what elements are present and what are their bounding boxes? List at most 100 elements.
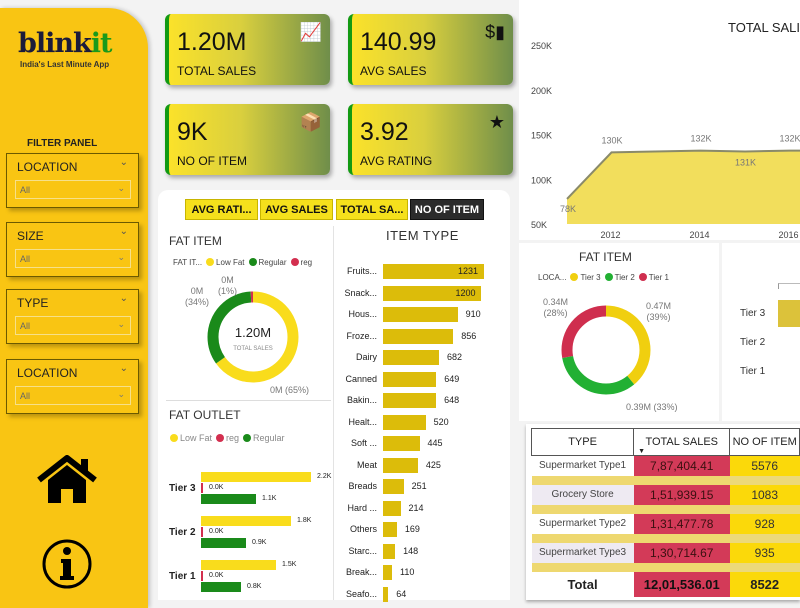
kpi-card-avg-sales: 140.99 AVG SALES $▮ (348, 14, 513, 85)
kpi-card-total-sales: 1.20M TOTAL SALES 📈 (165, 14, 330, 85)
outlet-bar-low-fat[interactable] (201, 472, 311, 482)
tier-label: Tier 1 (169, 571, 196, 582)
item-type-bar[interactable] (383, 307, 458, 322)
tier-label: Tier 3 (740, 308, 765, 319)
y-tick-label: 150K (531, 131, 552, 141)
outlet-bar-low-fat[interactable] (201, 516, 291, 526)
item-type-title: ITEM TYPE (386, 228, 459, 243)
home-icon[interactable] (36, 455, 98, 510)
item-type-label: Canned (319, 374, 377, 384)
item-type-label: Seafo... (319, 589, 377, 599)
tier-bar-panel (722, 243, 800, 421)
boxes-icon: 📦 (300, 112, 322, 133)
item-type-bar[interactable] (383, 458, 418, 473)
fat-item-title: FAT ITEM (169, 234, 222, 248)
cell-type: Grocery Store (532, 485, 634, 505)
item-type-value: 169 (405, 524, 420, 534)
item-type-bar[interactable] (383, 372, 436, 387)
outlet-bar-reg[interactable] (201, 483, 203, 493)
axis-line (778, 283, 800, 289)
item-type-bar[interactable] (383, 479, 404, 494)
column-header[interactable]: TYPE (532, 429, 634, 456)
tier-label: Tier 1 (740, 366, 765, 377)
item-type-bar[interactable] (383, 329, 453, 344)
column-header[interactable]: NO OF ITEM (730, 429, 800, 456)
x-tick-label: 2012 (601, 230, 621, 240)
outlet-bar-regular[interactable] (201, 538, 246, 548)
item-type-label: Hous... (319, 309, 377, 319)
slicer-label: TYPE (17, 296, 48, 310)
outlet-bar-reg[interactable] (201, 527, 203, 537)
cell-no-of-item: 5576 (730, 456, 800, 476)
item-type-value: 148 (403, 546, 418, 556)
slice-label-reg: 0M(1%) (218, 275, 237, 297)
kpi-card-avg-rating: 3.92 AVG RATING ★ (348, 104, 513, 175)
item-type-value: 910 (466, 309, 481, 319)
item-type-value: 110 (400, 567, 414, 577)
slicer-label: LOCATION (17, 160, 77, 174)
slicer-dropdown[interactable]: All⌄ (15, 386, 131, 405)
slicer-dropdown[interactable]: All⌄ (15, 316, 131, 335)
outlet-bar-regular[interactable] (201, 494, 256, 504)
y-tick-label: 50K (531, 220, 547, 230)
chevron-down-icon[interactable]: ⌄ (120, 363, 128, 374)
item-type-bar[interactable] (383, 436, 420, 451)
item-type-bar[interactable] (383, 350, 439, 365)
tier-label: Tier 2 (740, 337, 765, 348)
item-type-bar[interactable] (383, 565, 392, 580)
kpi-card-no-of-item: 9K NO OF ITEM 📦 (165, 104, 330, 175)
column-header[interactable]: TOTAL SALES▼ (634, 429, 730, 456)
item-type-label: Healt... (319, 417, 377, 427)
item-type-value: 520 (434, 417, 449, 427)
outlet-bar-regular[interactable] (201, 582, 241, 592)
slice-label-tier3: 0.47M(39%) (646, 301, 671, 323)
outlet-bar-value: 0.8K (247, 583, 261, 590)
chevron-down-icon[interactable]: ⌄ (120, 157, 128, 168)
item-type-bar[interactable] (383, 501, 401, 516)
item-type-bar[interactable] (383, 522, 397, 537)
tab-2[interactable]: TOTAL SA... (336, 199, 408, 220)
item-type-bar[interactable] (383, 393, 436, 408)
item-type-label: Fruits... (319, 266, 377, 276)
outlet-bar-low-fat[interactable] (201, 560, 276, 570)
item-type-value: 214 (409, 503, 424, 513)
item-type-bar[interactable] (383, 587, 388, 602)
chevron-down-icon[interactable]: ⌄ (120, 293, 128, 304)
kpi-label: NO OF ITEM (177, 154, 247, 168)
data-label: 132K (780, 134, 800, 144)
item-type-value: 251 (412, 481, 427, 491)
slice-label-regular: 0M(34%) (185, 286, 209, 308)
filter-sidebar: blinkit India's Last Minute App FILTER P… (0, 8, 148, 608)
tab-0[interactable]: AVG RATI... (185, 199, 258, 220)
item-type-label: Meat (319, 460, 377, 470)
cell-no-of-item: 935 (730, 543, 800, 563)
item-type-value: 856 (461, 331, 476, 341)
item-type-bar[interactable] (383, 415, 426, 430)
item-type-label: Bakin... (319, 395, 377, 405)
outlet-bar-value: 1.8K (297, 517, 311, 524)
slicer-dropdown[interactable]: All⌄ (15, 180, 131, 199)
tab-3[interactable]: NO OF ITEM (410, 199, 484, 220)
chevron-down-icon[interactable]: ⌄ (120, 226, 128, 237)
outlet-bar-value: 0.9K (252, 539, 266, 546)
slicer-label: LOCATION (17, 366, 77, 380)
slice-label-tier2: 0.39M (33%) (626, 402, 678, 413)
slicer-dropdown[interactable]: All⌄ (15, 249, 131, 268)
info-icon[interactable] (41, 538, 93, 595)
slicer-type: TYPE ⌄ All⌄ (6, 289, 139, 344)
tab-1[interactable]: AVG SALES (260, 199, 333, 220)
item-type-bar[interactable] (383, 544, 395, 559)
outlet-bar-reg[interactable] (201, 571, 203, 581)
data-label: 130K (602, 135, 623, 145)
y-tick-label: 100K (531, 175, 552, 185)
sort-desc-icon[interactable]: ▼ (638, 448, 645, 455)
cell-no-of-item: 1083 (730, 485, 800, 505)
